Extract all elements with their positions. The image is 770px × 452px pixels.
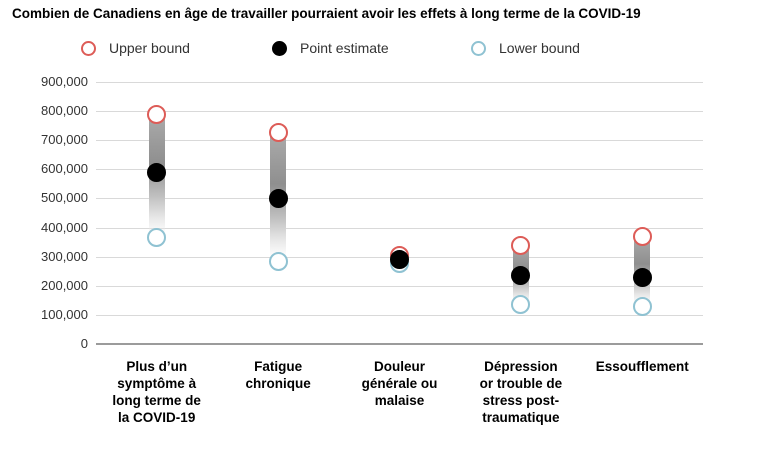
point-estimate-marker	[147, 162, 167, 182]
point-estimate-marker	[511, 266, 531, 286]
category-label: Essoufflement	[595, 359, 689, 374]
legend-item-upper-bound: Upper bound	[81, 40, 190, 56]
gridline-200000	[96, 285, 703, 287]
gridline-800000	[96, 111, 703, 113]
upper-bound-marker	[511, 235, 531, 255]
y-tick-label: 100,000	[41, 306, 88, 322]
lower-bound-marker	[632, 296, 652, 316]
point-estimate-marker	[390, 250, 409, 270]
upper-bound-marker	[147, 104, 167, 124]
legend-item-lower-bound: Lower bound	[471, 40, 580, 56]
y-tick-label: 200,000	[41, 277, 88, 293]
y-tick-label: 500,000	[41, 190, 88, 206]
y-tick-label: 400,000	[41, 219, 88, 235]
y-tick-label: 900,000	[41, 74, 88, 89]
legend: Upper bound Point estimate Lower bound	[0, 40, 770, 58]
gridline-700000	[96, 140, 703, 142]
lower-bound-circle-icon	[471, 40, 486, 56]
gridline-0	[96, 343, 703, 345]
y-tick-label: 0	[80, 336, 88, 351]
y-tick-label: 300,000	[41, 248, 88, 264]
gridline-400000	[96, 227, 703, 229]
gridline-100000	[96, 314, 703, 316]
lower-bound-marker	[268, 251, 288, 271]
legend-label-upper-bound: Upper bound	[109, 40, 190, 56]
category-label: Douleur générale ou malaise	[361, 359, 438, 408]
lower-bound-marker	[511, 295, 531, 315]
lower-bound-marker	[147, 228, 167, 248]
gridline-900000	[96, 82, 703, 83]
category-label: Fatigue chronique	[245, 359, 311, 391]
category-label: Dépression or trouble de stress post- tr…	[479, 359, 563, 425]
legend-label-lower-bound: Lower bound	[499, 40, 580, 56]
upper-bound-circle-icon	[81, 40, 96, 56]
gridline-500000	[96, 198, 703, 200]
gridline-600000	[96, 169, 703, 171]
point-estimate-marker	[268, 188, 288, 208]
point-estimate-marker	[632, 267, 652, 287]
legend-label-point-estimate: Point estimate	[300, 40, 389, 56]
upper-bound-marker	[632, 226, 652, 246]
upper-bound-marker	[268, 123, 288, 143]
legend-item-point-estimate: Point estimate	[272, 40, 389, 56]
chart-title: Combien de Canadiens en âge de travaille…	[12, 6, 641, 21]
y-tick-label: 600,000	[41, 161, 88, 177]
category-label: Plus d’un symptôme à long terme de la CO…	[112, 359, 201, 425]
y-tick-label: 700,000	[41, 132, 88, 148]
y-tick-label: 800,000	[41, 103, 88, 119]
point-estimate-circle-icon	[272, 40, 287, 56]
